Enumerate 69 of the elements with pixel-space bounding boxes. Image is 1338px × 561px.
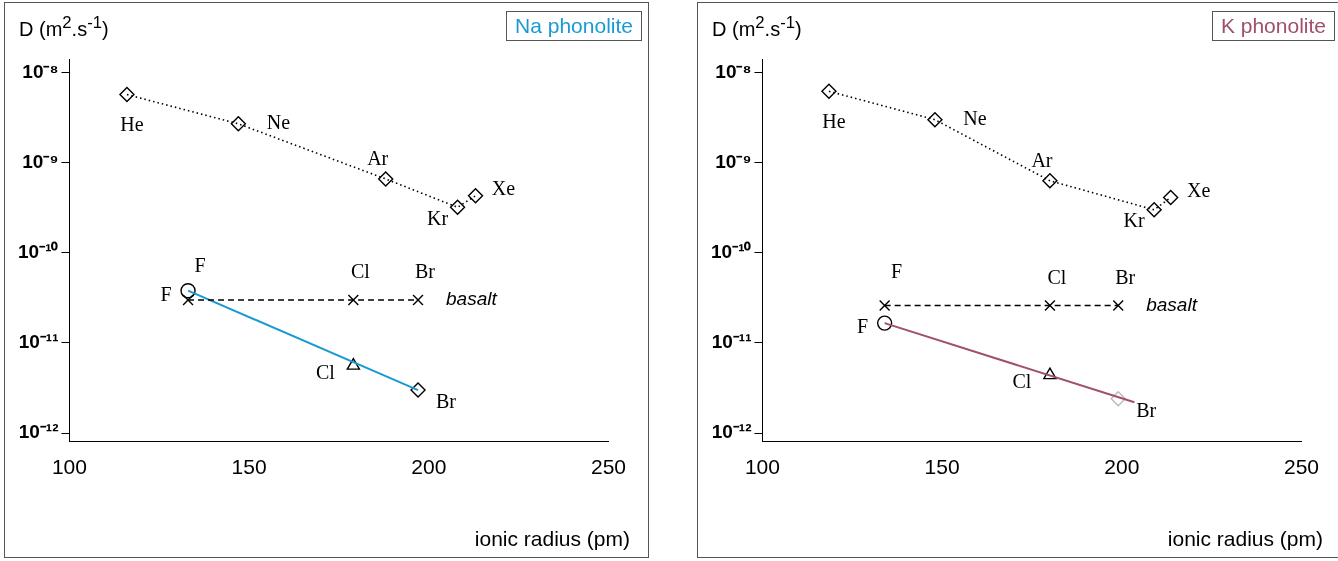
point [927, 111, 943, 128]
annotation: Cl [1012, 370, 1032, 393]
annotation: Br [1136, 399, 1157, 422]
x-axis-title: ionic radius (pm) [474, 527, 630, 551]
point [1146, 202, 1162, 218]
x-tick-label: 100 [744, 455, 780, 479]
annotation: F [194, 254, 206, 277]
x-axis-title: ionic radius (pm) [1167, 527, 1323, 551]
annotation: Ar [1031, 149, 1053, 172]
annotation: Ar [367, 147, 389, 170]
point [182, 294, 194, 306]
point [410, 382, 426, 398]
annotation: Cl [350, 260, 371, 283]
point [119, 86, 135, 103]
annotation: F [160, 282, 172, 305]
y-tick-label: 10⁻⁸ [715, 60, 752, 82]
annotation: Cl [1047, 265, 1067, 288]
annotation: Kr [1123, 209, 1146, 232]
x-tick-label: 150 [924, 455, 960, 479]
y-axis-title: D (m$^{2}$.s$^{-1}$) [712, 13, 802, 41]
y-tick-label: 10⁻¹¹ [18, 331, 59, 353]
annotation: He [822, 109, 846, 132]
point [412, 294, 424, 306]
x-tick-label: 200 [411, 455, 447, 479]
point [230, 116, 247, 132]
point [1042, 173, 1058, 189]
point [180, 282, 196, 299]
y-tick-label: 10⁻⁹ [715, 150, 752, 172]
y-tick-label: 10⁻⁹ [22, 150, 59, 172]
point [1162, 189, 1179, 206]
point [1112, 299, 1124, 312]
point [1044, 299, 1056, 312]
annotation: Cl [315, 360, 336, 383]
chart-title: Na phonolite [506, 11, 642, 41]
x-tick-label: 150 [231, 455, 267, 479]
point [1043, 367, 1057, 380]
y-axis-title: D (m$^{2}$.s$^{-1}$) [19, 13, 109, 41]
x-tick-label: 200 [1104, 455, 1140, 479]
y-tick-label: 10⁻¹² [711, 421, 752, 443]
point [449, 199, 466, 215]
series-label: basalt [446, 288, 498, 310]
annotation: Ne [266, 111, 291, 134]
x-tick-label: 100 [51, 455, 87, 479]
annotation: Br [436, 390, 457, 413]
point [878, 299, 891, 312]
annotation: F [857, 315, 869, 338]
point [876, 315, 893, 331]
y-tick-label: 10⁻¹² [18, 421, 59, 443]
point [467, 188, 484, 204]
y-tick-label: 10⁻¹⁰ [17, 241, 59, 263]
y-tick-label: 10⁻⁸ [22, 60, 59, 82]
point [821, 83, 837, 99]
annotation: Xe [1187, 178, 1211, 201]
point [347, 294, 359, 306]
point [1110, 391, 1126, 407]
point [377, 171, 394, 187]
annotation: F [891, 259, 903, 282]
x-tick-label: 250 [590, 455, 626, 479]
annotation: Kr [427, 206, 449, 229]
annotation: He [120, 112, 144, 135]
y-tick-label: 10⁻¹⁰ [710, 241, 752, 263]
x-tick-label: 250 [1283, 455, 1319, 479]
series-label: basalt [1146, 293, 1198, 315]
annotation: Br [1115, 265, 1136, 288]
annotation: Xe [491, 176, 516, 199]
annotation: Br [415, 260, 436, 283]
chart-title: K phonolite [1211, 11, 1335, 41]
annotation: Ne [963, 106, 987, 129]
y-tick-label: 10⁻¹¹ [711, 331, 752, 353]
